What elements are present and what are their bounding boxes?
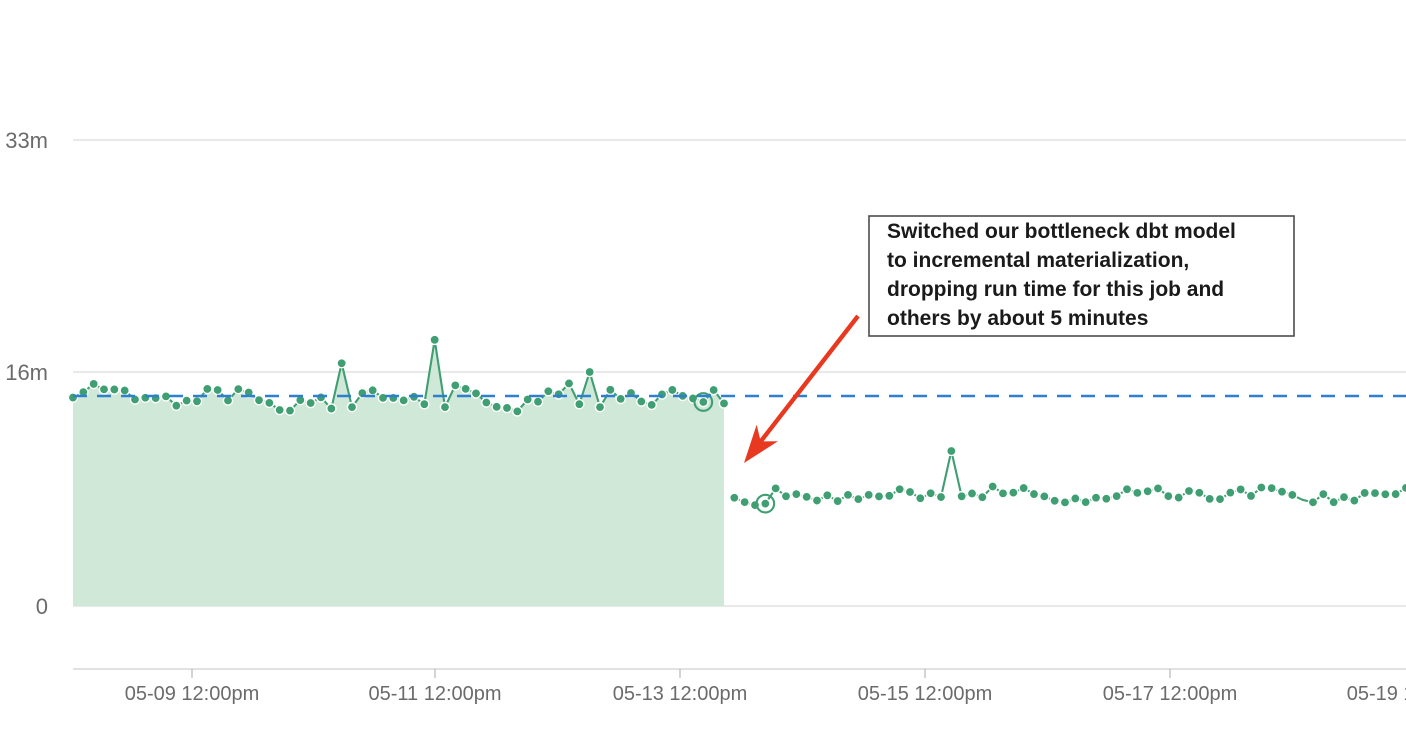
svg-text:to incremental materialization: to incremental materialization, (887, 249, 1189, 272)
svg-text:others by about 5 minutes: others by about 5 minutes (887, 307, 1148, 330)
svg-text:05-17 12:00pm: 05-17 12:00pm (1103, 683, 1238, 705)
svg-text:16m: 16m (5, 360, 48, 385)
svg-text:05-13 12:00pm: 05-13 12:00pm (613, 683, 748, 705)
svg-text:dropping run time for this job: dropping run time for this job and (887, 278, 1224, 301)
svg-text:0: 0 (36, 594, 48, 619)
svg-text:05-09 12:00pm: 05-09 12:00pm (125, 683, 260, 705)
svg-text:05-11 12:00pm: 05-11 12:00pm (368, 683, 501, 705)
svg-text:05-15 12:00pm: 05-15 12:00pm (858, 683, 993, 705)
svg-text:33m: 33m (5, 128, 48, 153)
svg-text:05-19 12:00pm: 05-19 12:00pm (1347, 683, 1406, 705)
svg-text:Switched our bottleneck dbt mo: Switched our bottleneck dbt model (887, 220, 1236, 243)
